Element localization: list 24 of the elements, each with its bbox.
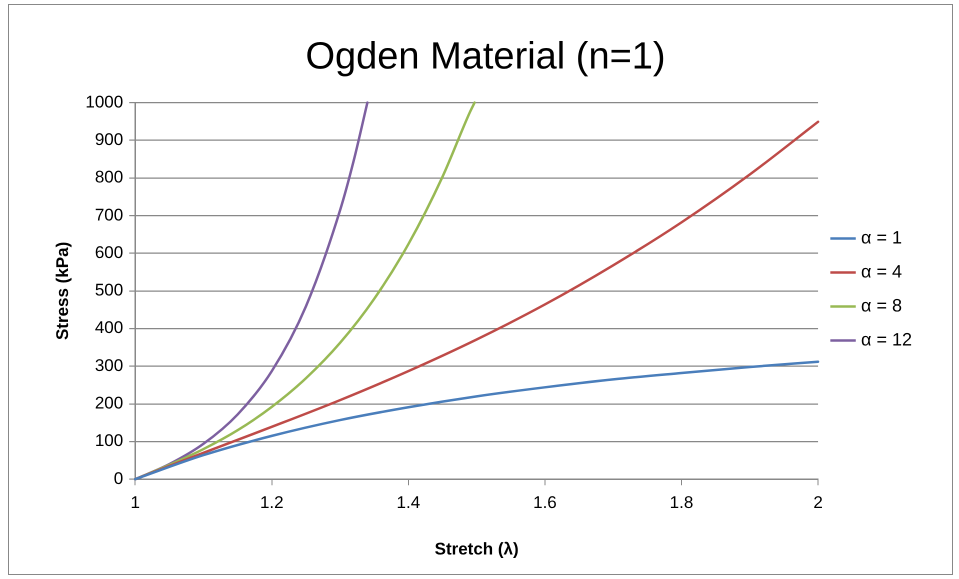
y-tick-label: 0 xyxy=(114,468,124,488)
y-axis-title: Stress (kPa) xyxy=(52,242,72,340)
y-tick-label: 600 xyxy=(94,242,124,262)
y-tick-label: 300 xyxy=(94,356,124,375)
x-tick-label: 2 xyxy=(813,493,823,512)
legend-label: α = 8 xyxy=(861,295,902,316)
x-axis-title: Stretch (λ) xyxy=(434,539,519,558)
chart-title: Ogden Material (n=1) xyxy=(305,35,666,78)
legend-label: α = 4 xyxy=(861,261,902,282)
y-tick-label: 1000 xyxy=(85,92,124,112)
legend-label: α = 12 xyxy=(861,329,912,350)
x-tick-label: 1 xyxy=(130,493,140,512)
y-tick-label: 900 xyxy=(94,130,124,149)
y-tick-label: 700 xyxy=(94,205,124,224)
y-tick-label: 400 xyxy=(94,318,124,338)
x-tick-label: 1.6 xyxy=(533,493,557,512)
y-tick-label: 500 xyxy=(94,280,124,300)
x-tick-label: 1.8 xyxy=(670,493,694,512)
y-tick-label: 100 xyxy=(94,431,124,450)
x-tick-label: 1.2 xyxy=(260,493,284,512)
x-tick-label: 1.4 xyxy=(396,493,420,512)
y-tick-label: 200 xyxy=(94,394,124,413)
legend-label: α = 1 xyxy=(861,227,902,248)
y-tick-label: 800 xyxy=(94,168,124,187)
